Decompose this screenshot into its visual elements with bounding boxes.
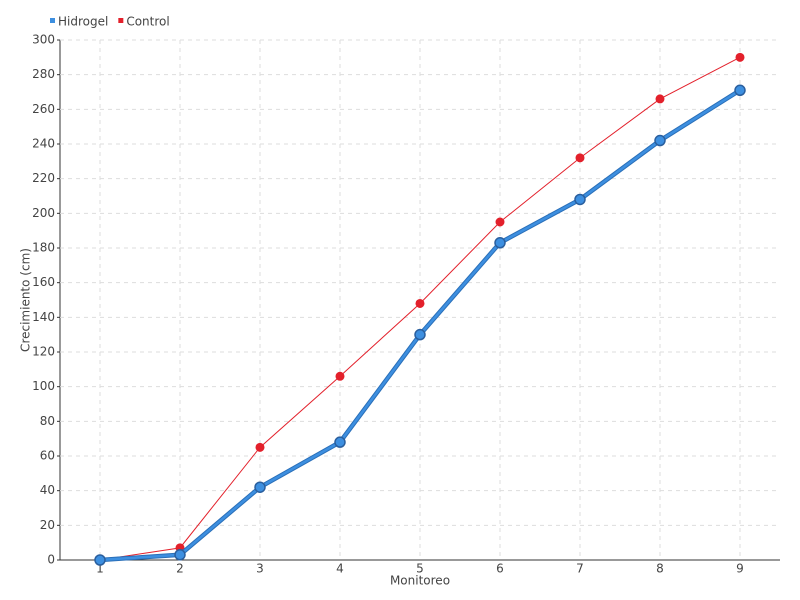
y-tick-label: 20 [40,518,55,532]
data-point [415,298,425,308]
data-point [174,549,186,561]
x-tick-label: 6 [496,562,504,576]
y-tick-label: 260 [32,102,55,116]
data-point [574,193,586,206]
legend-label: Hidrogel [58,15,108,29]
y-tick-label: 280 [32,67,55,81]
data-point [254,481,266,493]
data-point [655,94,665,104]
y-tick-label: 140 [32,310,55,324]
x-tick-label: 5 [416,562,424,576]
data-point [494,237,506,249]
legend-swatch [50,18,55,23]
y-tick-label: 300 [32,33,55,47]
y-tick-label: 180 [32,241,55,255]
data-point [94,554,106,566]
legend-swatch [118,18,124,23]
y-tick-label: 240 [32,137,55,151]
y-tick-label: 160 [32,275,55,289]
y-tick-label: 0 [47,553,55,567]
x-tick-label: 4 [336,562,344,576]
data-point [654,134,666,147]
legend-label: Control [126,15,169,29]
x-axis-title: Monitoreo [390,574,450,588]
y-tick-label: 100 [32,379,55,393]
y-tick-label: 220 [32,171,55,185]
data-point [335,371,345,381]
data-point [735,52,745,62]
data-point [575,153,585,163]
y-tick-label: 60 [40,449,55,463]
data-point [414,328,426,341]
y-tick-label: 120 [32,345,55,359]
x-tick-label: 8 [656,562,664,576]
data-point [255,442,265,452]
x-tick-label: 1 [96,562,104,576]
data-point [495,217,505,227]
y-axis-title: Crecimiento (cm) [19,248,33,352]
data-point [734,84,746,97]
x-tick-label: 2 [176,562,184,576]
y-tick-label: 80 [40,414,55,428]
y-tick-label: 200 [32,206,55,220]
x-tick-label: 3 [256,562,264,576]
y-tick-label: 40 [40,483,55,497]
series-line [99,56,741,561]
data-point [334,436,346,448]
x-tick-label: 9 [736,562,744,576]
x-tick-label: 7 [576,562,584,576]
